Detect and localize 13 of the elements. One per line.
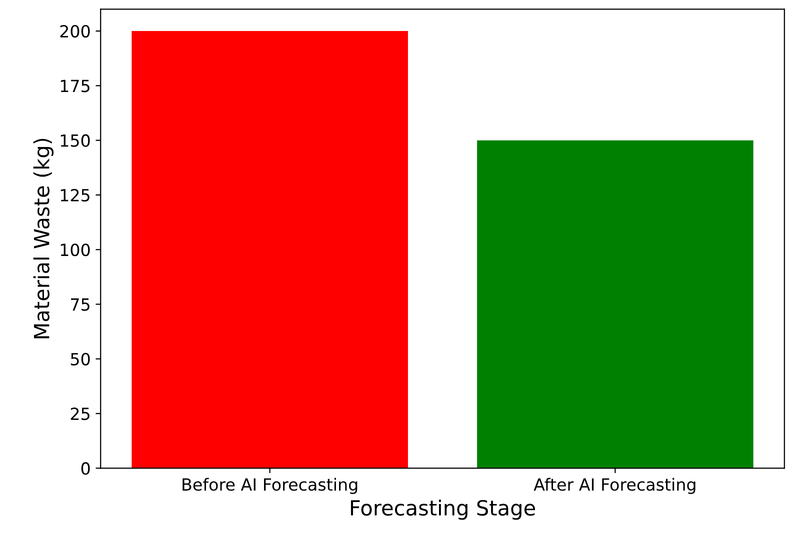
y-tick-label: 100 (60, 244, 90, 256)
x-tick-label: Before AI Forecasting (182, 478, 358, 494)
y-tick-label: 200 (60, 25, 90, 38)
y-tick-label: 0 (81, 462, 90, 475)
y-tick-label: 150 (60, 134, 90, 147)
x-axis-title: Forecasting Stage (350, 500, 535, 520)
y-tick-label: 175 (60, 80, 90, 92)
y-tick-label: 25 (70, 408, 90, 420)
y-tick-label: 50 (70, 352, 90, 366)
y-tick-label: 125 (60, 188, 90, 202)
y-axis-title: Material Waste (kg) (33, 138, 54, 338)
x-tick-label: After AI Forecasting (534, 478, 696, 494)
y-tick-label: 75 (71, 298, 90, 311)
